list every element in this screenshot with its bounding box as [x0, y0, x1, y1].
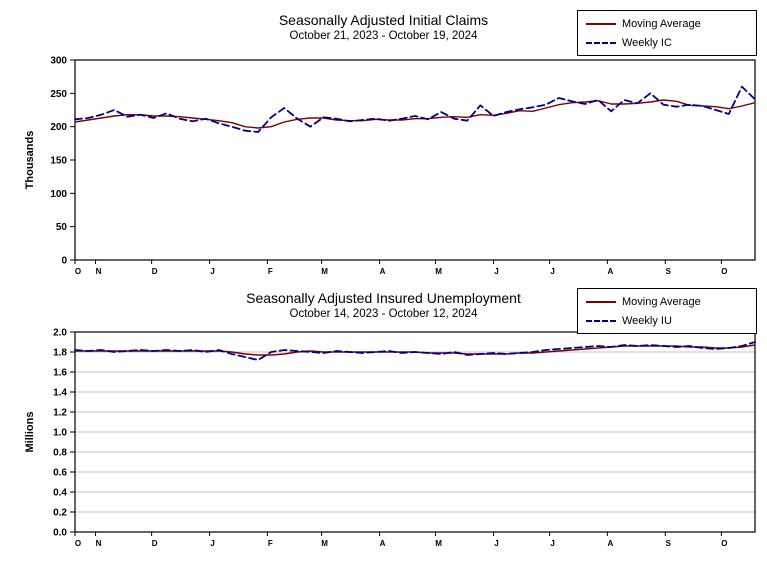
svg-text:D: D — [152, 267, 158, 276]
svg-text:S: S — [666, 539, 672, 548]
svg-text:O: O — [721, 267, 727, 276]
svg-text:M: M — [435, 267, 442, 276]
svg-text:N: N — [96, 539, 102, 548]
insured-unemployment-title: Seasonally Adjusted Insured Unemployment — [246, 290, 521, 306]
svg-text:J: J — [550, 267, 554, 276]
insured-unemployment-legend: Moving Average Weekly IU — [577, 288, 757, 334]
svg-text:S: S — [666, 267, 672, 276]
svg-text:50: 50 — [56, 222, 68, 233]
svg-text:D: D — [152, 539, 158, 548]
legend-label: Moving Average — [622, 17, 701, 30]
insured-unemployment-plot: 0.0 0.2 0.4 0.6 0.8 1.0 1.2 1.4 1.6 1.8 2.0 O N D J F M A… — [53, 328, 756, 548]
weekly-iu-line-sample — [586, 319, 616, 322]
svg-text:M: M — [435, 539, 442, 548]
svg-text:1.6: 1.6 — [53, 368, 67, 379]
svg-text:O: O — [75, 267, 81, 276]
initial-claims-legend: Moving Average Weekly IC — [577, 10, 757, 56]
svg-text:1.8: 1.8 — [53, 348, 67, 359]
svg-text:0.2: 0.2 — [53, 508, 67, 519]
legend-item-weekly-ic: Weekly IC — [586, 33, 750, 52]
svg-text:200: 200 — [50, 122, 67, 133]
insured-unemployment-date-range: October 14, 2023 - October 12, 2024 — [289, 308, 478, 320]
legend-label: Weekly IC — [622, 36, 672, 49]
svg-text:A: A — [380, 267, 386, 276]
svg-text:M: M — [321, 539, 328, 548]
svg-text:100: 100 — [50, 189, 67, 200]
legend-label: Weekly IU — [622, 314, 672, 327]
svg-text:250: 250 — [50, 89, 67, 100]
svg-text:J: J — [494, 539, 498, 548]
svg-text:0.6: 0.6 — [53, 468, 67, 479]
svg-text:0: 0 — [61, 256, 67, 267]
svg-text:M: M — [321, 267, 328, 276]
svg-text:J: J — [210, 267, 214, 276]
svg-text:300: 300 — [50, 56, 67, 67]
svg-text:J: J — [494, 267, 498, 276]
svg-text:J: J — [550, 539, 554, 548]
initial-claims-plot: 0 50 100 150 200 250 300 O N D J F M A M J J A S O — [50, 56, 756, 276]
moving-average-line-sample — [586, 300, 616, 303]
moving-average-line-sample — [586, 22, 616, 25]
svg-text:A: A — [607, 539, 613, 548]
svg-text:1.0: 1.0 — [53, 428, 67, 439]
initial-claims-title: Seasonally Adjusted Initial Claims — [278, 12, 489, 28]
svg-text:O: O — [721, 539, 727, 548]
svg-text:J: J — [210, 539, 214, 548]
legend-label: Moving Average — [622, 295, 701, 308]
svg-text:1.4: 1.4 — [53, 388, 67, 399]
initial-claims-date-range: October 21, 2023 - October 19, 2024 — [289, 30, 478, 42]
svg-text:0.0: 0.0 — [53, 528, 67, 539]
svg-text:O: O — [75, 539, 81, 548]
legend-item-moving-average: Moving Average — [586, 292, 750, 311]
svg-text:F: F — [268, 539, 273, 548]
svg-text:2.0: 2.0 — [53, 328, 67, 339]
svg-text:A: A — [607, 267, 613, 276]
svg-text:F: F — [268, 267, 273, 276]
weekly-ic-line-sample — [586, 41, 616, 44]
legend-item-weekly-iu: Weekly IU — [586, 311, 750, 330]
legend-item-moving-average: Moving Average — [586, 14, 750, 33]
svg-text:150: 150 — [50, 156, 67, 167]
svg-text:1.2: 1.2 — [53, 408, 67, 419]
svg-text:N: N — [96, 267, 102, 276]
svg-text:0.4: 0.4 — [53, 488, 67, 499]
svg-text:A: A — [380, 539, 386, 548]
svg-text:0.8: 0.8 — [53, 448, 67, 459]
